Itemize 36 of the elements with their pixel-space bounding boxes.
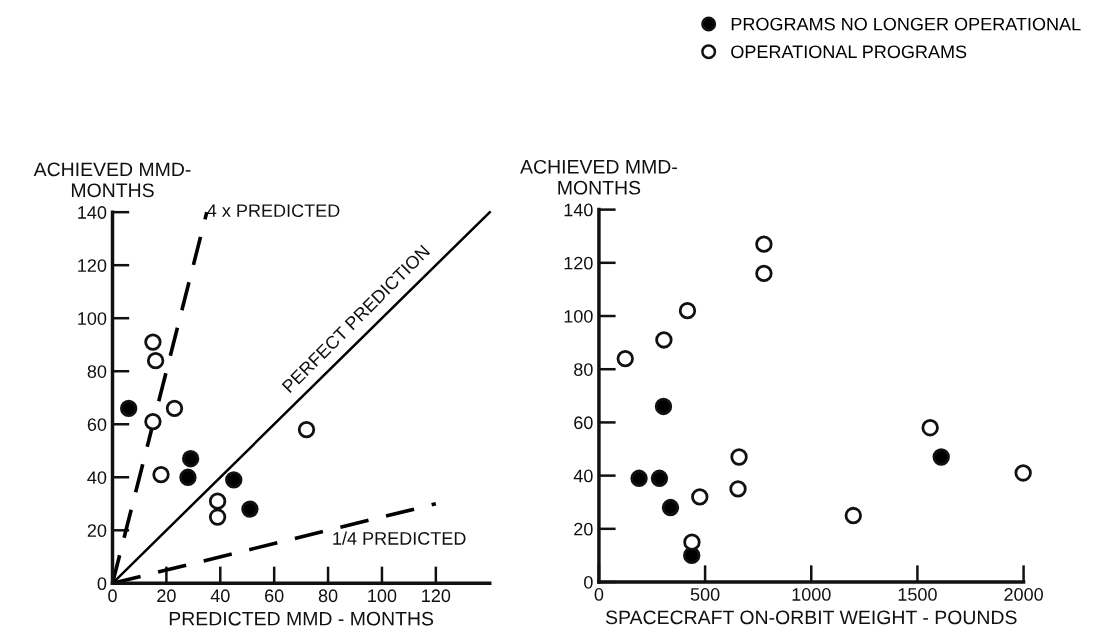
y-axis-title: ACHIEVED MMD- MONTHS — [520, 159, 677, 195]
y-tick-label: 100 — [78, 312, 107, 325]
x-tick-label: 60 — [265, 589, 284, 603]
y-tick-label: 0 — [584, 575, 593, 589]
x-tick-label: 1000 — [792, 588, 831, 601]
x-tick-label: 40 — [210, 589, 230, 603]
y-tick-label: 20 — [574, 522, 593, 536]
x-tick-label: 500 — [690, 588, 720, 601]
y-tick-label: 120 — [564, 256, 593, 270]
y-tick-label: 100 — [564, 309, 593, 323]
y-tick-label: 40 — [573, 469, 593, 483]
x-axis-title: SPACECRAFT ON-ORBIT WEIGHT - POUNDS — [605, 610, 1017, 625]
y-tick-label: 60 — [574, 416, 593, 430]
y-tick-label: 120 — [78, 259, 107, 272]
y-tick-label: 80 — [87, 365, 107, 378]
x-axis-title: PREDICTED MMD - MONTHS — [169, 611, 434, 626]
y-tick-label: 140 — [564, 203, 593, 217]
y-tick-label: 0 — [97, 577, 107, 591]
x-tick-label: 80 — [318, 589, 338, 603]
annotation: 4 x PREDICTED — [207, 204, 340, 218]
legend-label: PROGRAMS NO LONGER OPERATIONAL — [731, 17, 1081, 31]
y-tick-label: 20 — [87, 524, 107, 538]
x-tick-label: 2000 — [1004, 588, 1043, 601]
x-tick-label: 0 — [594, 588, 604, 601]
x-tick-label: 1500 — [898, 588, 937, 601]
x-tick-label: 0 — [108, 589, 117, 603]
y-tick-label: 140 — [78, 206, 107, 219]
y-tick-label: 60 — [87, 418, 107, 431]
y-tick-label: 80 — [574, 363, 593, 376]
y-tick-label: 40 — [87, 471, 107, 484]
legend-label: OPERATIONAL PROGRAMS — [731, 45, 967, 59]
x-tick-label: 100 — [368, 589, 397, 603]
y-axis-title: ACHIEVED MMD- MONTHS — [33, 162, 191, 198]
annotation: 1/4 PREDICTED — [333, 531, 466, 545]
x-tick-label: 20 — [157, 589, 176, 603]
x-tick-label: 120 — [422, 589, 451, 603]
